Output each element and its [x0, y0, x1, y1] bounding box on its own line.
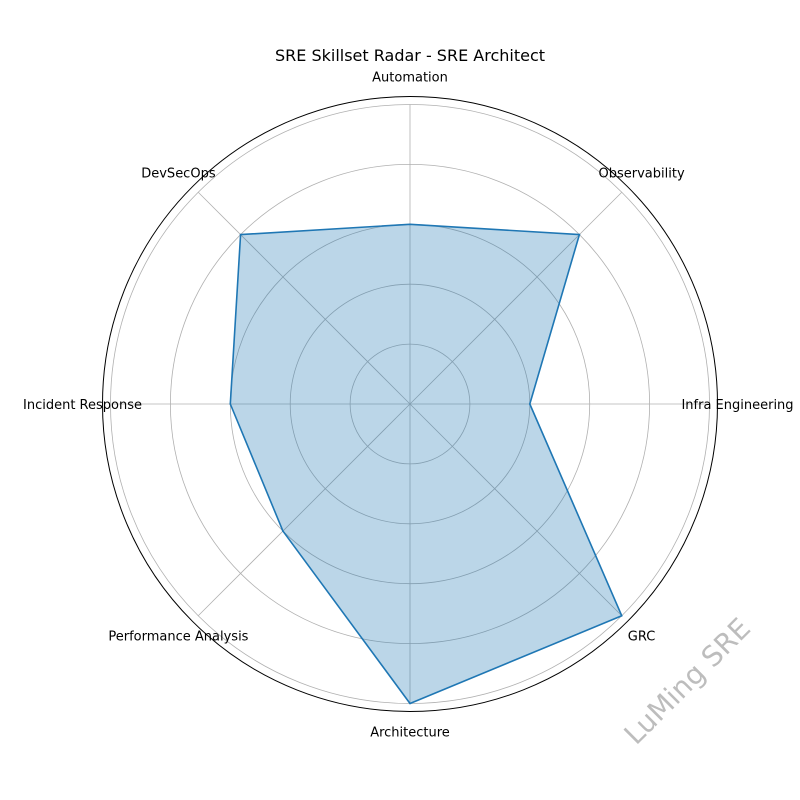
- radar-grid: [110, 104, 710, 704]
- series-point: [239, 233, 242, 236]
- radar-series: [229, 223, 623, 705]
- axis-label: GRC: [628, 630, 656, 645]
- series-point: [578, 233, 581, 236]
- series-area: [230, 224, 622, 704]
- chart-title: SRE Skillset Radar - SRE Architect: [275, 46, 545, 65]
- outer-frame: [102, 96, 718, 712]
- axis-label: Architecture: [370, 726, 450, 741]
- grid-spoke: [409, 191, 623, 405]
- series-point: [282, 530, 284, 532]
- grid-spoke: [197, 403, 411, 617]
- grid-spoke: [409, 403, 623, 617]
- series-point: [529, 403, 531, 405]
- series-point: [409, 702, 411, 705]
- series-point: [229, 403, 232, 405]
- series-point: [620, 614, 623, 617]
- axis-label: Performance Analysis: [108, 630, 248, 645]
- axis-label: Incident Response: [23, 398, 142, 413]
- grid-spoke: [197, 191, 411, 405]
- axis-label: DevSecOps: [141, 166, 216, 181]
- axis-labels: Automation Observability Infra Engineering…: [23, 71, 794, 741]
- axis-label: Observability: [599, 166, 685, 181]
- axis-label: Automation: [372, 71, 448, 86]
- axis-label: Infra Engineering: [681, 398, 793, 413]
- series-point: [409, 223, 411, 226]
